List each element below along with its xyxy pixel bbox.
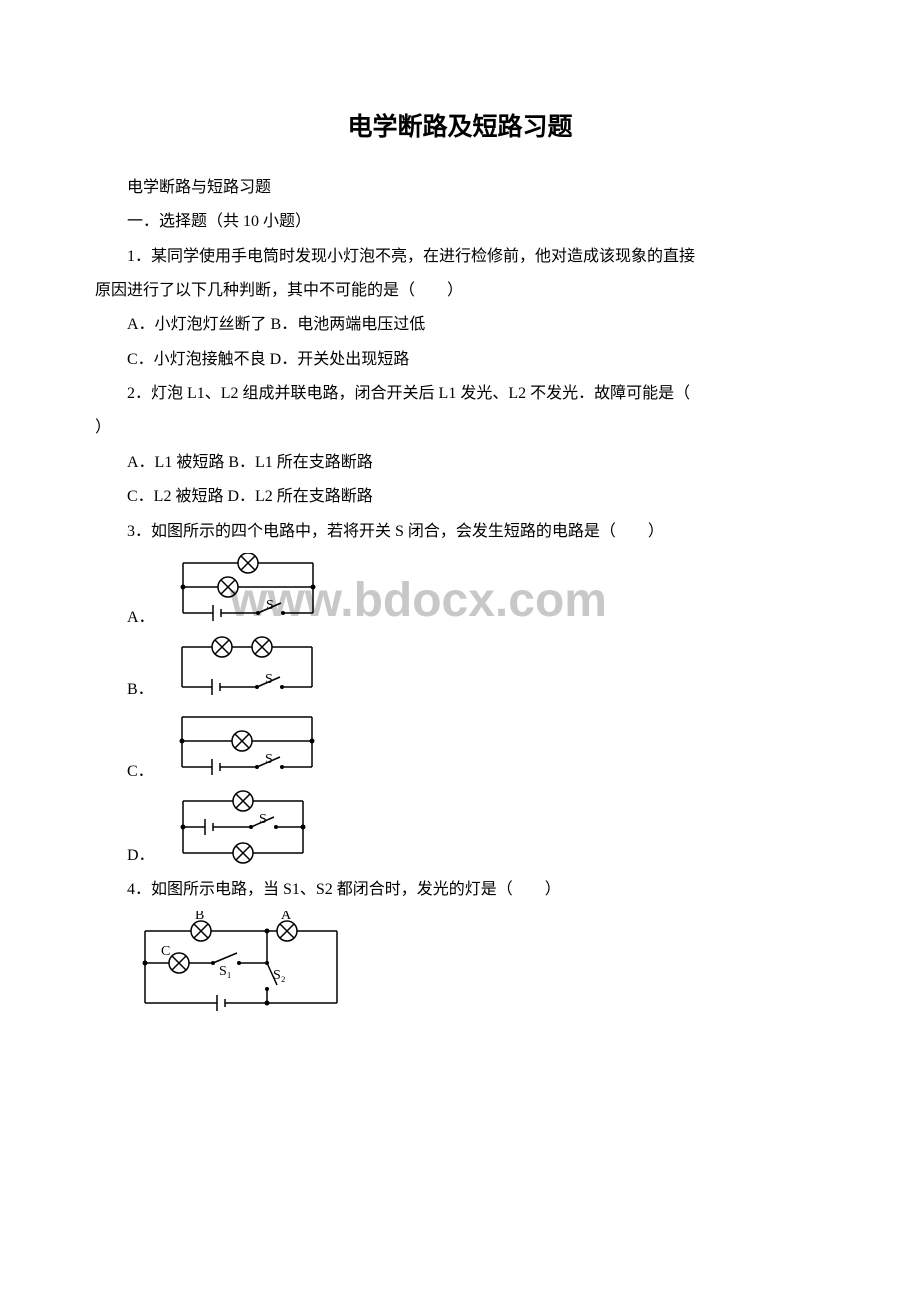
page-title: 电学断路及短路习题 xyxy=(95,107,825,143)
q2-stem-line2: ） xyxy=(95,411,825,445)
q3-option-c: C． S xyxy=(127,707,825,785)
switch-label: S xyxy=(266,598,274,613)
q2-opt-ab: A．L1 被短路 B．L1 所在支路断路 xyxy=(95,446,825,480)
s1-label: S₁ xyxy=(219,964,232,979)
q1-opt-ab: A．小灯泡灯丝断了 B．电池两端电压过低 xyxy=(95,308,825,342)
q1-stem-line1: 1．某同学使用手电筒时发现小灯泡不亮，在进行检修前，他对造成该现象的直接 xyxy=(95,240,825,274)
node-a-label: A xyxy=(281,911,292,923)
switch-label: S xyxy=(265,672,273,687)
q3-label-a: A． xyxy=(127,603,155,631)
switch-label: S xyxy=(259,812,267,827)
q1-stem-line2: 原因进行了以下几种判断，其中不可能的是（ ） xyxy=(95,274,825,308)
subtitle: 电学断路与短路习题 xyxy=(95,171,825,205)
q3-option-a: A． S xyxy=(127,553,825,631)
node-c-label: C xyxy=(161,944,170,959)
q4-stem: 4．如图所示电路，当 S1、S2 都闭合时，发光的灯是（ ） xyxy=(95,873,825,907)
s2-label: S₂ xyxy=(273,968,286,983)
q3-stem: 3．如图所示的四个电路中，若将开关 S 闭合，会发生短路的电路是（ ） xyxy=(95,515,825,549)
switch-label: S xyxy=(265,752,273,767)
circuit-c-icon: S xyxy=(162,707,332,785)
circuit-a-icon: S xyxy=(163,553,333,631)
q3-label-d: D． xyxy=(127,841,155,869)
q3-label-b: B． xyxy=(127,675,154,703)
q2-opt-cd: C．L2 被短路 D．L2 所在支路断路 xyxy=(95,480,825,514)
q3-option-b: B． S xyxy=(127,635,825,703)
q3-option-d: D． S xyxy=(127,789,825,869)
q2-stem-line1: 2．灯泡 L1、L2 组成并联电路，闭合开关后 L1 发光、L2 不发光．故障可… xyxy=(95,377,825,411)
circuit-b-icon: S xyxy=(162,635,332,703)
circuit-d-icon: S xyxy=(163,789,323,869)
q4-circuit: B A C S₁ S₂ xyxy=(127,911,825,1019)
node-b-label: B xyxy=(195,911,204,923)
q3-label-c: C． xyxy=(127,757,154,785)
q1-opt-cd: C．小灯泡接触不良 D．开关处出现短路 xyxy=(95,343,825,377)
section-heading: 一．选择题（共 10 小题） xyxy=(95,205,825,239)
circuit-q4-icon: B A C S₁ S₂ xyxy=(127,911,357,1019)
